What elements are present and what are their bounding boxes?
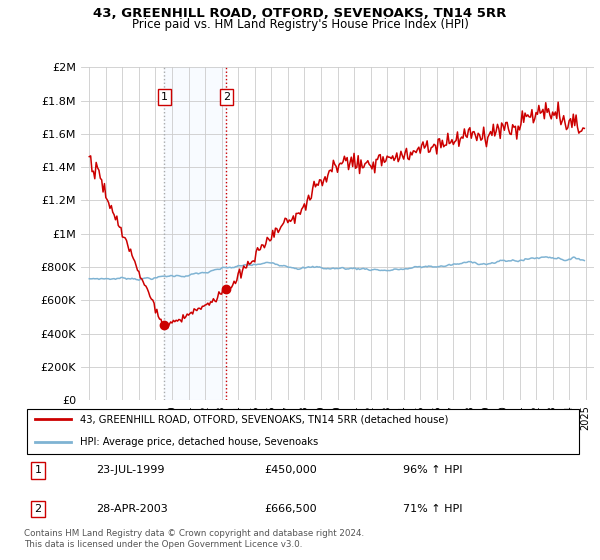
Text: £666,500: £666,500 <box>264 504 317 514</box>
Text: 2: 2 <box>223 92 230 102</box>
Text: 43, GREENHILL ROAD, OTFORD, SEVENOAKS, TN14 5RR: 43, GREENHILL ROAD, OTFORD, SEVENOAKS, T… <box>94 7 506 20</box>
FancyBboxPatch shape <box>27 409 579 454</box>
Text: 71% ↑ HPI: 71% ↑ HPI <box>403 504 463 514</box>
Text: Contains HM Land Registry data © Crown copyright and database right 2024.
This d: Contains HM Land Registry data © Crown c… <box>24 529 364 549</box>
Text: £450,000: £450,000 <box>264 465 317 475</box>
Text: 2: 2 <box>34 504 41 514</box>
Text: 43, GREENHILL ROAD, OTFORD, SEVENOAKS, TN14 5RR (detached house): 43, GREENHILL ROAD, OTFORD, SEVENOAKS, T… <box>80 414 448 424</box>
Text: 96% ↑ HPI: 96% ↑ HPI <box>403 465 463 475</box>
Text: HPI: Average price, detached house, Sevenoaks: HPI: Average price, detached house, Seve… <box>80 437 318 447</box>
Text: 1: 1 <box>34 465 41 475</box>
Text: 28-APR-2003: 28-APR-2003 <box>97 504 168 514</box>
Text: 23-JUL-1999: 23-JUL-1999 <box>97 465 165 475</box>
Bar <box>164 67 226 400</box>
Text: 1: 1 <box>161 92 168 102</box>
Text: Price paid vs. HM Land Registry's House Price Index (HPI): Price paid vs. HM Land Registry's House … <box>131 18 469 31</box>
